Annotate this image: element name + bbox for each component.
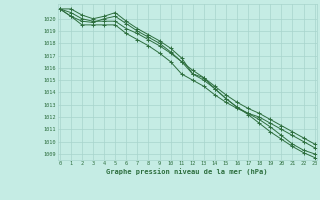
X-axis label: Graphe pression niveau de la mer (hPa): Graphe pression niveau de la mer (hPa) (107, 168, 268, 175)
